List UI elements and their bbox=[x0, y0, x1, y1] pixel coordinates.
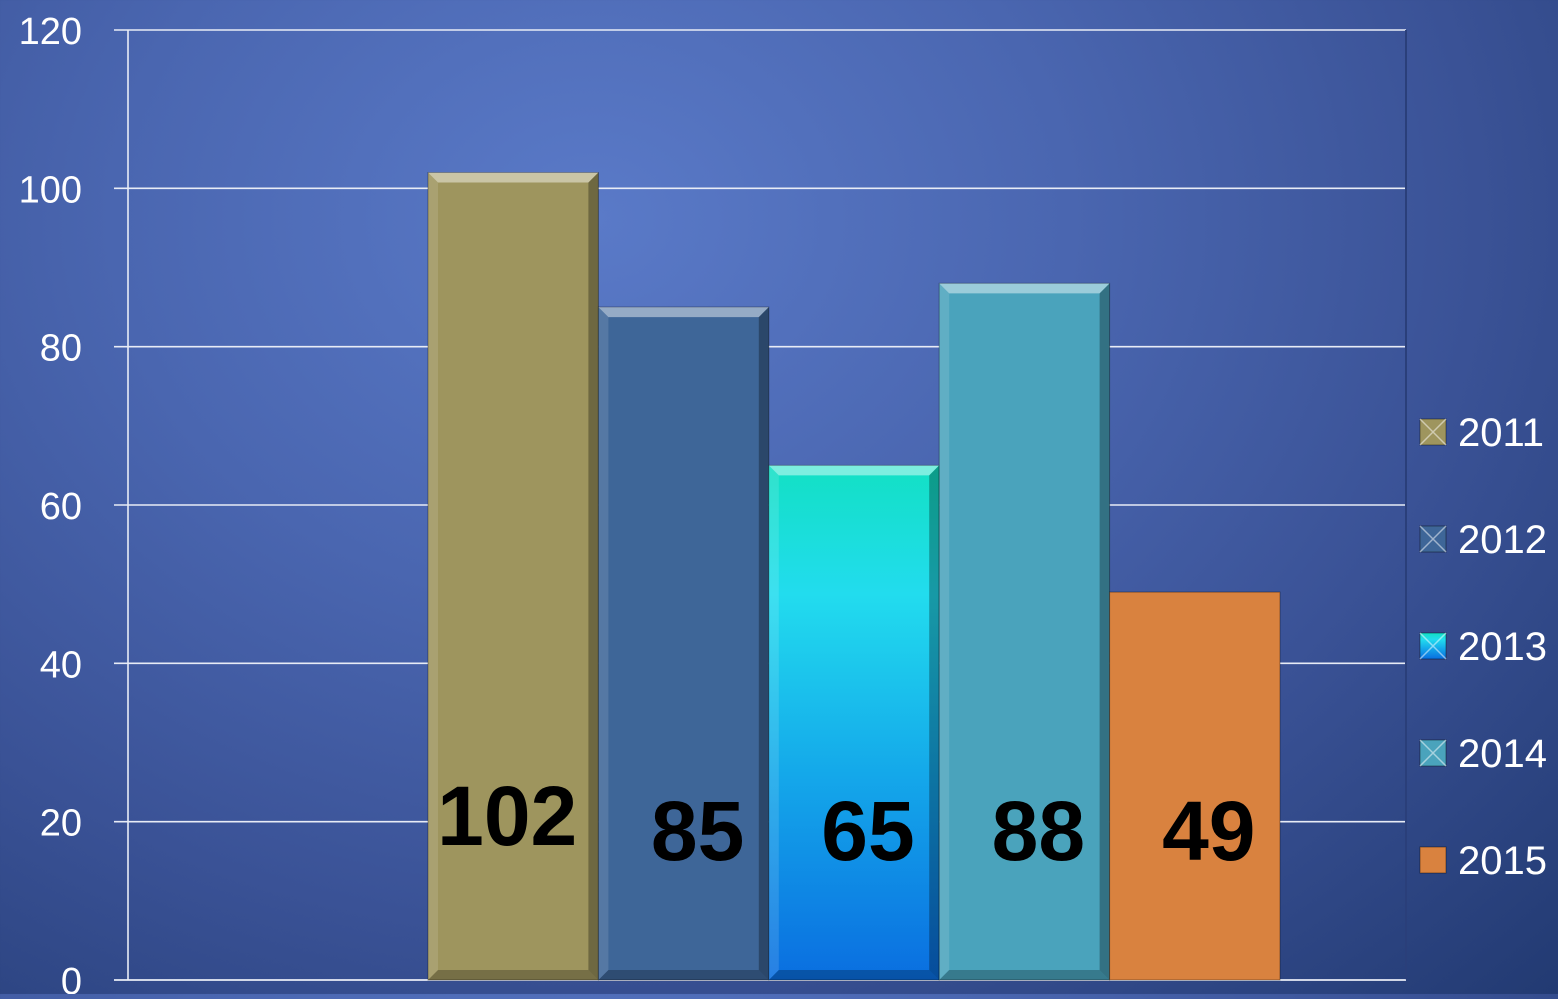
bar-bevel-left bbox=[598, 307, 609, 980]
bar-2013 bbox=[768, 464, 940, 981]
data-label-2015: 49 bbox=[1162, 784, 1255, 878]
legend-label: 2011 bbox=[1458, 411, 1544, 455]
bar-2015 bbox=[1109, 591, 1281, 981]
bar-bevel-right bbox=[588, 172, 599, 980]
bar-bevel-left bbox=[768, 465, 779, 981]
y-tick-label: 0 bbox=[61, 961, 82, 994]
legend-swatch-bevel bbox=[1419, 632, 1447, 660]
bar-bevel-top bbox=[428, 172, 599, 183]
legend-swatch-bevel bbox=[1419, 418, 1447, 446]
bar-2014 bbox=[938, 282, 1111, 981]
data-label-2012: 85 bbox=[651, 784, 744, 878]
bar-bevel-top bbox=[939, 283, 1110, 294]
legend-item-2013: 2013 bbox=[1419, 625, 1547, 669]
bar-bevel-bottom bbox=[768, 970, 940, 980]
data-label-2013: 65 bbox=[821, 784, 914, 878]
bar-bevel-bottom bbox=[428, 970, 599, 980]
bar-bevel-bottom bbox=[598, 970, 769, 980]
data-label-2014: 88 bbox=[992, 784, 1085, 878]
bar-2011 bbox=[427, 172, 599, 981]
legend-label: 2012 bbox=[1458, 518, 1547, 562]
y-tick-label: 60 bbox=[40, 486, 82, 528]
axes: 0 20 40 60 80 100 120 bbox=[19, 11, 1407, 999]
y-tick-label: 20 bbox=[40, 803, 82, 845]
bar-bevel-right bbox=[929, 465, 940, 981]
legend-item-2015: 2015 bbox=[1419, 839, 1547, 883]
bars bbox=[427, 172, 1281, 981]
legend-label: 2014 bbox=[1458, 732, 1547, 776]
legend-item-2014: 2014 bbox=[1419, 732, 1547, 776]
bar-body bbox=[768, 464, 940, 981]
bar-body bbox=[597, 306, 770, 981]
bar-body bbox=[427, 172, 599, 981]
bar-bevel-top bbox=[768, 465, 940, 476]
legend-swatch bbox=[1419, 846, 1447, 874]
legend-label: 2013 bbox=[1458, 625, 1547, 669]
bar-bevel-right bbox=[1099, 283, 1110, 980]
legend: 2011 2012 2013 2014 2015 bbox=[1419, 411, 1547, 883]
bar-body bbox=[1109, 591, 1281, 981]
legend-swatch-bevel bbox=[1419, 525, 1447, 553]
bar-bevel-left bbox=[939, 283, 950, 980]
bar-2012 bbox=[597, 306, 770, 981]
bar-bevel-top bbox=[598, 307, 769, 318]
legend-item-2012: 2012 bbox=[1419, 518, 1547, 562]
legend-item-2011: 2011 bbox=[1419, 411, 1544, 455]
data-label-2011: 102 bbox=[437, 769, 577, 863]
y-tick-label: 120 bbox=[19, 11, 82, 53]
data-labels: 102 85 65 88 49 bbox=[437, 769, 1255, 878]
legend-swatch-bevel bbox=[1419, 739, 1447, 767]
bar-bevel-left bbox=[428, 172, 438, 980]
legend-label: 2015 bbox=[1458, 839, 1547, 883]
y-tick-label: 100 bbox=[19, 169, 82, 211]
y-tick-label: 40 bbox=[40, 644, 82, 686]
bar-body bbox=[938, 282, 1111, 981]
y-tick-label: 80 bbox=[40, 328, 82, 370]
bar-bevel-right bbox=[758, 307, 769, 980]
bar-bevel-bottom bbox=[939, 970, 1110, 980]
